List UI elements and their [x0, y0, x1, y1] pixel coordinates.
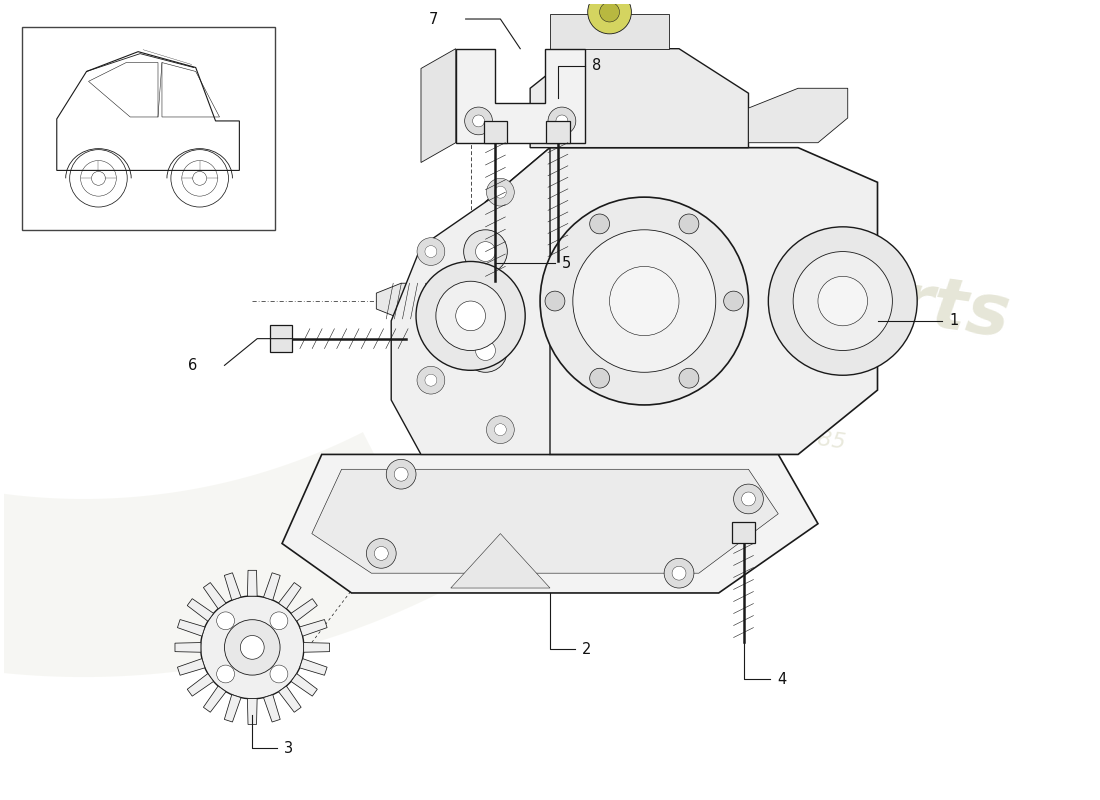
Circle shape — [818, 276, 868, 326]
Circle shape — [672, 566, 686, 580]
Circle shape — [224, 620, 280, 675]
Circle shape — [436, 282, 505, 350]
Text: 1: 1 — [949, 313, 958, 328]
Circle shape — [494, 186, 506, 198]
Polygon shape — [264, 694, 280, 722]
Circle shape — [200, 596, 304, 699]
Circle shape — [679, 214, 699, 234]
Polygon shape — [485, 232, 550, 282]
Circle shape — [475, 242, 495, 262]
Circle shape — [486, 416, 515, 443]
Circle shape — [241, 635, 264, 659]
Text: 5: 5 — [562, 256, 571, 271]
Polygon shape — [187, 598, 213, 622]
Circle shape — [464, 107, 493, 134]
Circle shape — [679, 368, 699, 388]
Circle shape — [494, 424, 506, 436]
Circle shape — [741, 492, 756, 506]
Circle shape — [374, 546, 388, 560]
Text: 7: 7 — [429, 12, 438, 27]
Circle shape — [548, 107, 575, 134]
Circle shape — [473, 115, 484, 127]
Polygon shape — [485, 148, 878, 454]
Polygon shape — [292, 598, 317, 622]
Polygon shape — [175, 642, 201, 652]
Circle shape — [394, 467, 408, 481]
Polygon shape — [299, 619, 327, 636]
Circle shape — [609, 266, 679, 336]
Polygon shape — [278, 582, 301, 609]
Circle shape — [270, 612, 288, 630]
Polygon shape — [550, 14, 669, 49]
Circle shape — [540, 197, 748, 405]
Circle shape — [217, 612, 234, 630]
Polygon shape — [204, 686, 226, 712]
Circle shape — [417, 238, 444, 266]
Circle shape — [793, 251, 892, 350]
Polygon shape — [732, 522, 756, 543]
Polygon shape — [0, 0, 444, 677]
Polygon shape — [304, 642, 330, 652]
Polygon shape — [455, 49, 585, 142]
Circle shape — [486, 178, 515, 206]
Text: 2: 2 — [582, 642, 591, 658]
Polygon shape — [248, 570, 257, 596]
Text: 3: 3 — [284, 742, 294, 756]
Circle shape — [425, 246, 437, 258]
Circle shape — [217, 665, 234, 683]
Polygon shape — [451, 534, 550, 588]
Polygon shape — [530, 49, 748, 148]
Circle shape — [724, 291, 744, 311]
Polygon shape — [311, 470, 779, 573]
Polygon shape — [187, 674, 213, 696]
Circle shape — [416, 262, 525, 370]
Polygon shape — [224, 573, 241, 600]
Text: 6: 6 — [188, 358, 197, 374]
Polygon shape — [376, 283, 485, 319]
Polygon shape — [421, 49, 455, 162]
Circle shape — [590, 214, 609, 234]
Circle shape — [455, 301, 485, 330]
Text: a passion for parts since 1985: a passion for parts since 1985 — [512, 386, 847, 453]
Polygon shape — [299, 658, 327, 675]
Polygon shape — [292, 674, 317, 696]
Polygon shape — [204, 582, 226, 609]
Circle shape — [556, 115, 568, 127]
Polygon shape — [224, 694, 241, 722]
Text: 4: 4 — [778, 672, 786, 687]
Circle shape — [664, 558, 694, 588]
Polygon shape — [546, 121, 570, 142]
FancyBboxPatch shape — [22, 27, 275, 230]
Circle shape — [590, 368, 609, 388]
Circle shape — [425, 374, 437, 386]
Polygon shape — [177, 619, 205, 636]
Polygon shape — [278, 686, 301, 712]
Text: 8: 8 — [592, 58, 601, 74]
Circle shape — [768, 227, 917, 375]
Circle shape — [600, 2, 619, 22]
Circle shape — [386, 459, 416, 489]
Polygon shape — [271, 325, 292, 353]
Polygon shape — [748, 88, 848, 142]
Circle shape — [734, 484, 763, 514]
Polygon shape — [0, 0, 685, 514]
Circle shape — [464, 329, 507, 372]
Circle shape — [366, 538, 396, 568]
Polygon shape — [392, 148, 550, 454]
Circle shape — [417, 366, 444, 394]
Polygon shape — [177, 658, 205, 675]
Circle shape — [464, 230, 507, 274]
Text: eurocarparts: eurocarparts — [483, 210, 1014, 352]
Polygon shape — [484, 121, 507, 142]
Polygon shape — [248, 698, 257, 725]
Circle shape — [475, 341, 495, 361]
Polygon shape — [264, 573, 280, 600]
Circle shape — [544, 291, 565, 311]
Polygon shape — [282, 454, 818, 593]
Circle shape — [573, 230, 716, 372]
Circle shape — [587, 0, 631, 34]
Circle shape — [270, 665, 288, 683]
